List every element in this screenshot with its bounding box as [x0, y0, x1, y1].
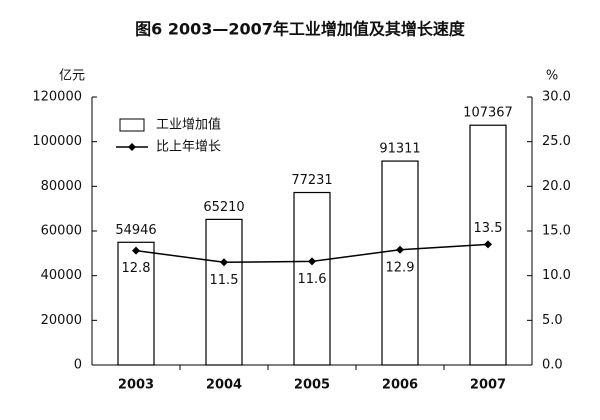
y2-unit: % [546, 69, 558, 84]
y2-tick-label: 20.0 [542, 179, 571, 194]
bar-value-label: 91311 [379, 142, 420, 157]
x-tick-label: 2005 [294, 378, 330, 393]
y2-tick-label: 25.0 [542, 134, 571, 149]
chart-title: 图6 2003—2007年工业增加值及其增长速度 [135, 20, 466, 39]
line-marker [484, 240, 492, 249]
y-tick-label: 0 [74, 358, 82, 373]
bar [293, 191, 331, 366]
bar-value-label: 65210 [203, 200, 244, 215]
y2-tick-label: 15.0 [542, 224, 571, 239]
bar-value-label: 77231 [291, 173, 332, 188]
x-tick-label: 2006 [382, 378, 418, 393]
line-value-label: 11.5 [210, 273, 239, 288]
legend-swatch [119, 118, 145, 132]
y2-tick-label: 5.0 [542, 313, 563, 328]
bar-value-label: 54946 [115, 223, 156, 238]
x-tick-label: 2004 [206, 378, 242, 393]
line-value-label: 13.5 [474, 221, 503, 236]
legend-label: 比上年增长 [156, 140, 221, 155]
line-value-label: 12.9 [386, 260, 415, 275]
y-tick-label: 100000 [32, 134, 82, 149]
y-tick-label: 60000 [41, 224, 82, 239]
line-value-label: 11.6 [298, 272, 327, 287]
x-tick-label: 2007 [470, 378, 506, 393]
bar [381, 160, 419, 366]
line-marker [396, 245, 404, 254]
line-marker [132, 246, 140, 255]
line-marker [220, 258, 228, 267]
bar [205, 218, 243, 366]
bar-value-label: 107367 [463, 106, 513, 121]
y2-tick-label: 0.0 [542, 358, 563, 373]
y-tick-label: 40000 [41, 268, 82, 283]
y2-tick-label: 10.0 [542, 268, 571, 283]
line-marker [308, 257, 316, 266]
legend-label: 工业增加值 [156, 117, 221, 133]
y-tick-label: 80000 [41, 179, 82, 194]
x-tick-label: 2003 [118, 378, 154, 393]
y-tick-label: 20000 [41, 313, 82, 328]
line-value-label: 12.8 [122, 261, 151, 276]
y-tick-label: 120000 [32, 90, 82, 105]
bar [117, 241, 155, 366]
y-unit: 亿元 [59, 69, 85, 84]
y2-tick-label: 30.0 [542, 90, 571, 105]
legend-marker [128, 143, 136, 151]
